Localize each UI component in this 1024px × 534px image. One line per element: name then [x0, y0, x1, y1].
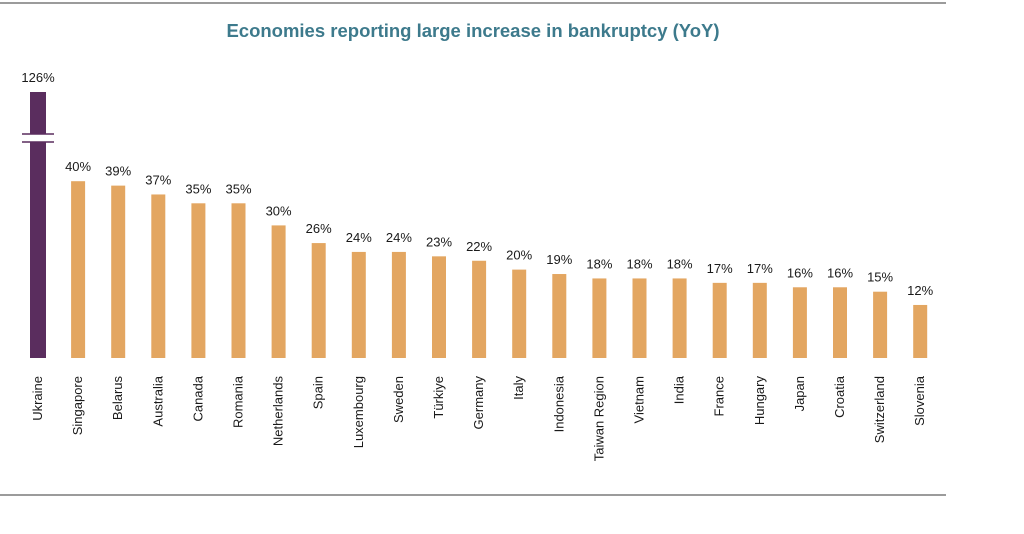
bar: [512, 269, 527, 358]
data-label: 24%: [386, 230, 412, 245]
bar: [351, 251, 366, 358]
bar: [271, 225, 286, 358]
data-label: 12%: [907, 283, 933, 298]
data-label: 16%: [787, 265, 813, 280]
bar: [873, 291, 888, 358]
bar: [391, 251, 406, 358]
data-label: 16%: [827, 265, 853, 280]
category-label: Romania: [231, 375, 246, 428]
data-label: 37%: [145, 172, 171, 187]
bar: [111, 185, 126, 358]
category-label: Slovenia: [912, 375, 927, 426]
bar: [833, 287, 847, 358]
bar: [632, 278, 647, 358]
bar: [231, 203, 246, 358]
bar: [552, 274, 567, 358]
data-label: 39%: [105, 164, 131, 179]
top-rule: [0, 2, 946, 4]
category-label: Japan: [792, 376, 807, 411]
data-label: 17%: [707, 261, 733, 276]
category-label: Netherlands: [271, 376, 286, 447]
bar: [151, 194, 166, 358]
bar: [913, 304, 928, 358]
category-label: Singapore: [70, 376, 85, 435]
category-label: Germany: [471, 376, 486, 430]
bar: [792, 287, 807, 358]
data-label: 20%: [506, 248, 532, 263]
category-label: Türkiye: [431, 376, 446, 419]
category-label: Switzerland: [872, 376, 887, 443]
category-label: Luxembourg: [351, 376, 366, 448]
category-label: Vietnam: [632, 376, 647, 423]
data-label: 22%: [466, 239, 492, 254]
chart-title: Economies reporting large increase in ba…: [226, 20, 720, 41]
data-label: 40%: [65, 159, 91, 174]
bar: [71, 181, 86, 358]
bar: [432, 256, 446, 358]
category-label: Spain: [311, 376, 326, 409]
data-label: 19%: [546, 252, 572, 267]
data-label: 18%: [626, 256, 652, 271]
data-label: 30%: [266, 203, 292, 218]
category-label: France: [712, 376, 727, 416]
bar: [592, 278, 607, 358]
data-label: 17%: [747, 261, 773, 276]
bar: [752, 282, 767, 358]
category-label: Belarus: [110, 376, 125, 421]
category-label: Taiwan Region: [591, 376, 606, 461]
data-label: 35%: [225, 181, 251, 196]
bar: [311, 243, 326, 358]
data-label: 26%: [306, 221, 332, 236]
bar: [472, 260, 487, 358]
category-label: Indonesia: [551, 375, 566, 432]
bar: [191, 203, 206, 358]
category-label: Croatia: [832, 375, 847, 418]
category-label: Canada: [190, 375, 205, 421]
bar: [672, 278, 687, 358]
category-label: Sweden: [391, 376, 406, 423]
data-label: 126%: [21, 70, 55, 85]
category-label: India: [672, 375, 687, 404]
data-label: 24%: [346, 230, 372, 245]
category-label: Ukraine: [30, 376, 45, 421]
category-label: Hungary: [752, 376, 767, 426]
category-label: Australia: [150, 375, 165, 426]
data-label: 23%: [426, 234, 452, 249]
data-label: 35%: [185, 181, 211, 196]
bar: [30, 92, 46, 358]
category-label: Italy: [511, 376, 526, 400]
data-label: 15%: [867, 270, 893, 285]
bottom-rule: [0, 494, 946, 496]
data-label: 18%: [667, 256, 693, 271]
data-label: 18%: [586, 256, 612, 271]
axis-break-gap: [22, 134, 54, 142]
bar: [712, 282, 727, 358]
